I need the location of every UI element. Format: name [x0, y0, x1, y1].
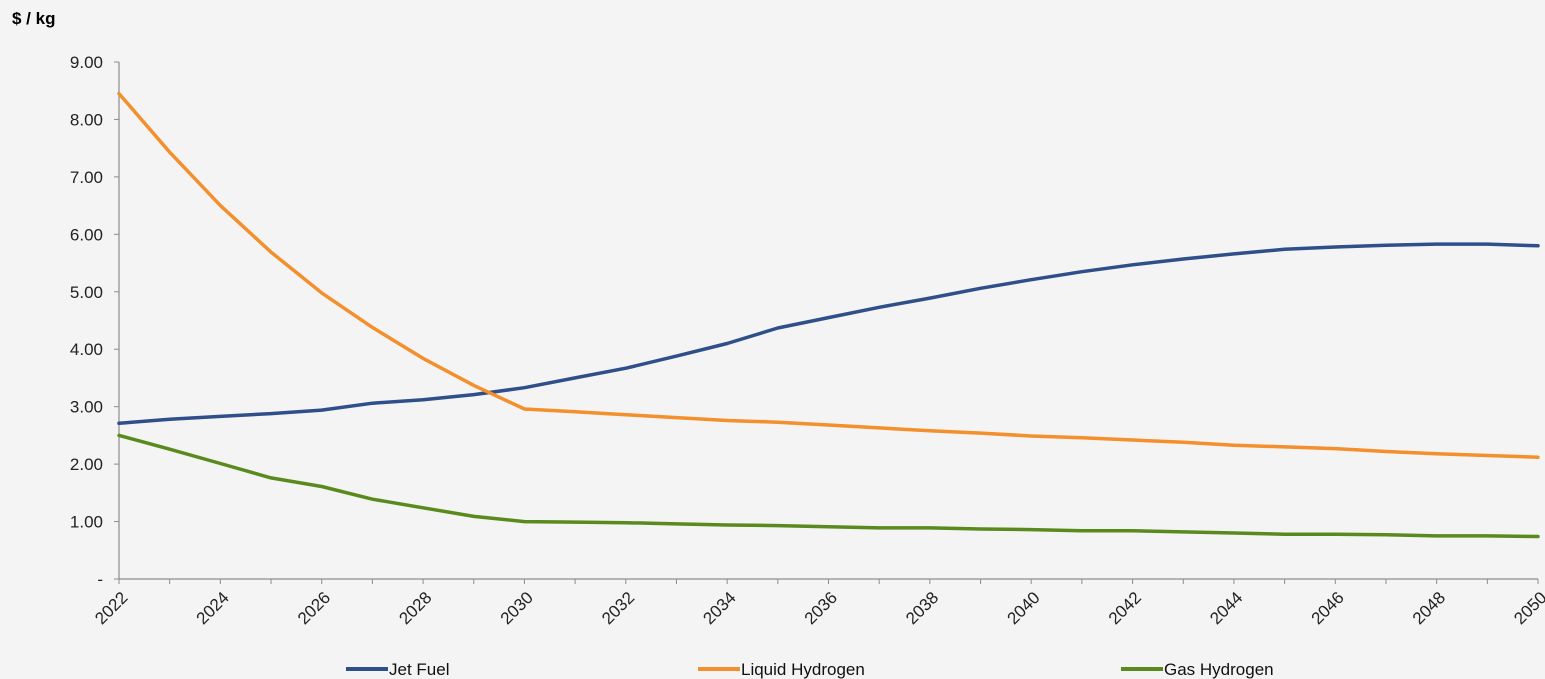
x-tick-label: 2042 — [1105, 588, 1145, 628]
y-tick-label: 1.00 — [70, 513, 103, 532]
y-tick-label: 8.00 — [70, 110, 103, 129]
x-tick-label: 2028 — [395, 588, 435, 628]
x-tick-label: 2022 — [91, 588, 131, 628]
y-tick-label: 9.00 — [70, 53, 103, 72]
y-tick-label: 5.00 — [70, 283, 103, 302]
series-line-liquid-hydrogen — [117, 91, 1540, 459]
y-axis-unit-label: $ / kg — [12, 9, 56, 28]
y-tick-label: 3.00 — [70, 398, 103, 417]
y-tick-label: 6.00 — [70, 225, 103, 244]
series-lines — [117, 91, 1540, 539]
x-tick-label: 2040 — [1004, 588, 1044, 628]
x-tick-label: 2030 — [497, 588, 537, 628]
y-tick-label: 4.00 — [70, 340, 103, 359]
y-tick-label: 2.00 — [70, 455, 103, 474]
y-tick-label: 7.00 — [70, 168, 103, 187]
x-tick-label: 2038 — [902, 588, 942, 628]
x-tick-label: 2050 — [1510, 588, 1545, 628]
series-line-gas-hydrogen — [117, 433, 1540, 539]
series-line-jet-fuel — [117, 242, 1540, 426]
x-tick-label: 2026 — [294, 588, 334, 628]
legend: Jet Fuel Liquid Hydrogen Gas Hydrogen — [346, 660, 1274, 679]
x-tick-label: 2036 — [801, 588, 841, 628]
x-tick-label: 2024 — [193, 588, 233, 628]
axes: - 1.00 2.00 3.00 4.00 5.00 6.00 7.00 8.00 9.00 202… — [70, 53, 1545, 628]
legend-label: Liquid Hydrogen — [741, 660, 865, 679]
y-tick-label: - — [97, 570, 103, 589]
x-tick-label: 2044 — [1206, 588, 1246, 628]
x-tick-label: 2032 — [598, 588, 638, 628]
x-tick-label: 2034 — [699, 588, 739, 628]
legend-label: Gas Hydrogen — [1164, 660, 1274, 679]
legend-label: Jet Fuel — [389, 660, 449, 679]
x-tick-label: 2048 — [1409, 588, 1449, 628]
x-tick-label: 2046 — [1308, 588, 1348, 628]
